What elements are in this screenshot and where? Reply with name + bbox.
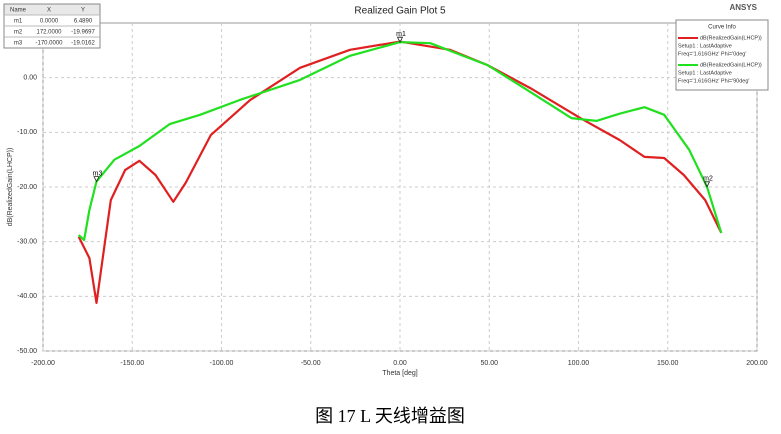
brand: ANSYS xyxy=(729,3,757,12)
line-series xyxy=(77,40,723,304)
y-axis-label: dB(RealizedGain(LHCP)) xyxy=(7,148,14,227)
table-cell: -170.0000 xyxy=(35,41,63,47)
y-tick-label: -20.00 xyxy=(17,184,37,191)
y-tick-label: 0.00 xyxy=(23,75,37,82)
x-tick-label: -100.00 xyxy=(210,360,234,367)
x-tick-label: 200.00 xyxy=(746,360,768,367)
table-cell: m2 xyxy=(14,30,23,36)
y-tick-label: -50.00 xyxy=(17,348,37,355)
x-tick-label: -200.00 xyxy=(31,360,55,367)
table-cell: m1 xyxy=(14,19,23,25)
table-cell: -19.0162 xyxy=(71,41,95,47)
y-tick-label: -40.00 xyxy=(17,293,37,300)
legend-setup: Setup1 : LastAdaptive xyxy=(678,43,732,49)
table-cell: -19.9697 xyxy=(71,30,95,36)
legend-title: Curve Info xyxy=(708,25,736,31)
x-tick-label: 150.00 xyxy=(657,360,679,367)
chart-title: Realized Gain Plot 5 xyxy=(354,6,446,17)
legend-params: Freq='1.616GHz' Phi='90deg' xyxy=(678,78,749,84)
caption: 图 17 L 天线增益图 xyxy=(315,406,465,426)
x-tick-label: 50.00 xyxy=(480,360,498,367)
x-tick-label: -50.00 xyxy=(301,360,321,367)
marker xyxy=(703,181,711,188)
table-cell: 0.0000 xyxy=(40,19,59,25)
y-tick-label: -10.00 xyxy=(17,129,37,136)
table-cell: 6.4890 xyxy=(74,19,93,25)
legend xyxy=(675,19,769,91)
legend-params: Freq='1.616GHz' Phi='0deg' xyxy=(678,51,746,57)
table-header: Y xyxy=(81,8,85,14)
marker-label: m3 xyxy=(93,170,103,177)
table-header: Name xyxy=(10,8,27,14)
legend-label: dB(RealizedGain(LHCP)) xyxy=(700,62,762,68)
x-tick-label: 100.00 xyxy=(568,360,590,367)
table-cell: 172.0000 xyxy=(36,30,62,36)
x-axis-label: Theta [deg] xyxy=(382,370,417,377)
marker-label: m2 xyxy=(703,176,713,183)
background xyxy=(0,0,781,380)
marker-label: m1 xyxy=(396,31,406,38)
table-header: X xyxy=(47,8,51,14)
y-tick-label: -30.00 xyxy=(17,239,37,246)
x-tick-label: 0.00 xyxy=(393,360,407,367)
x-tick-label: -150.00 xyxy=(120,360,144,367)
marker xyxy=(396,36,404,44)
marker xyxy=(93,176,100,183)
legend-setup: Setup1 : LastAdaptive xyxy=(678,70,732,76)
table-cell: m3 xyxy=(14,41,23,47)
legend-label: dB(RealizedGain(LHCP)) xyxy=(700,35,762,41)
